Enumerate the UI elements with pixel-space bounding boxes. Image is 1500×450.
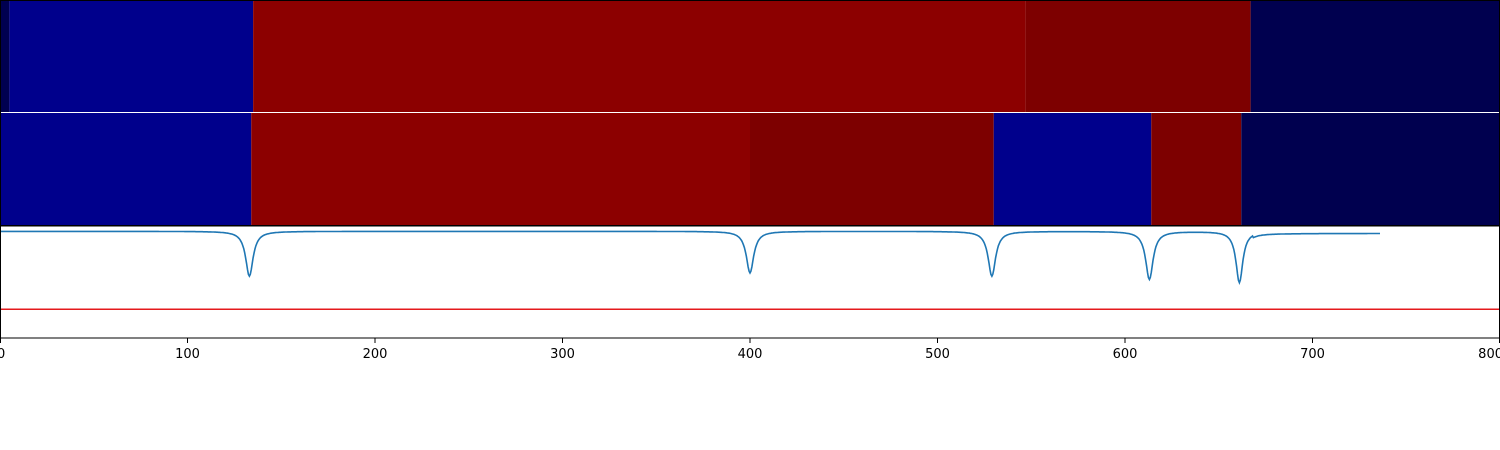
track-2-segment-6: [1241, 113, 1500, 225]
track-1-segment-1: [0, 0, 10, 112]
x-tick-label-500: 500: [925, 347, 950, 362]
track-2-segment-1: [0, 113, 252, 225]
track-1-segment-5: [1250, 0, 1500, 112]
track-2-segment-3: [750, 113, 994, 225]
x-tick-label-700: 700: [1300, 347, 1325, 362]
track-1-segment-4: [1025, 0, 1251, 112]
x-tick-label-100: 100: [175, 347, 200, 362]
x-tick-label-400: 400: [738, 347, 763, 362]
track-2-segment-2: [251, 113, 750, 225]
x-tick-label-600: 600: [1113, 347, 1138, 362]
x-tick-label-0: 0: [0, 347, 5, 362]
x-tick-label-200: 200: [363, 347, 388, 362]
track-1-segment-2: [9, 0, 254, 112]
x-tick-label-800: 800: [1478, 347, 1500, 362]
x-axis: 0 100 200 300 400 500 600 700 800: [0, 338, 1500, 362]
x-tick-label-300: 300: [550, 347, 575, 362]
heatmap-tracks: [0, 0, 1500, 225]
track-2-segment-4: [993, 113, 1152, 225]
track-1-segment-3: [253, 0, 1026, 112]
signal-frame: [0, 225, 1500, 339]
track-2-segment-5: [1151, 113, 1242, 225]
signal-line: [0, 230, 1380, 285]
